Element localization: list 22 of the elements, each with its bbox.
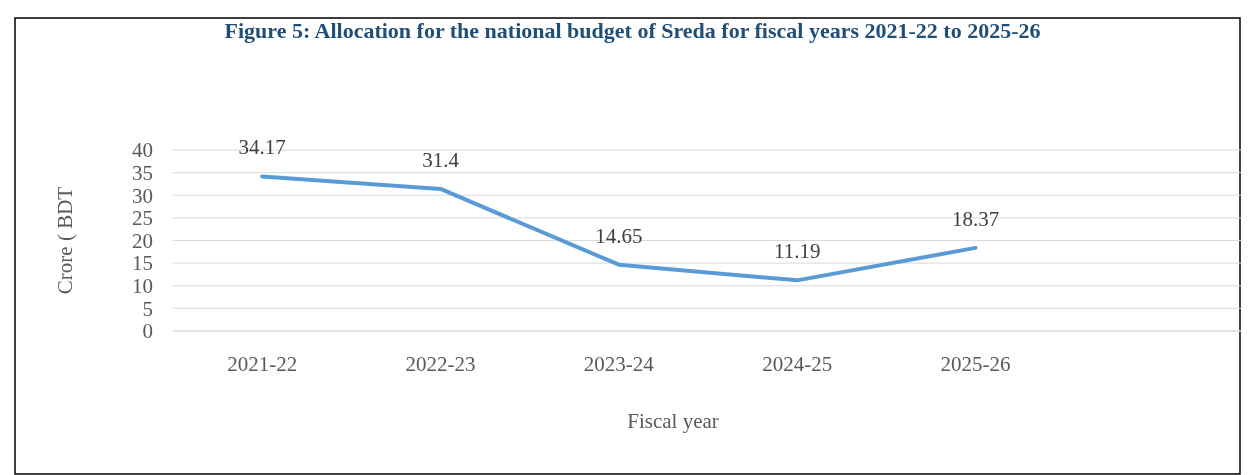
data-label: 11.19	[773, 239, 821, 264]
y-tick-label: 40	[132, 138, 153, 163]
x-axis-title: Fiscal year	[627, 409, 719, 433]
data-label: 18.37	[951, 206, 1000, 231]
x-tick-label: 2022-23	[405, 352, 476, 376]
y-tick-label: 30	[132, 183, 153, 208]
x-tick-label: 2023-24	[583, 352, 655, 376]
y-tick-label: 25	[132, 206, 153, 231]
data-label: 14.65	[595, 223, 643, 248]
y-tick-label: 10	[132, 274, 153, 299]
data-label: 34.17	[238, 135, 286, 160]
x-tick-label: 2025-26	[940, 352, 1011, 376]
y-tick-label: 20	[132, 228, 153, 253]
y-tick-label: 15	[132, 251, 153, 276]
y-tick-label: 0	[142, 319, 153, 344]
y-tick-label: 35	[132, 160, 153, 185]
y-axis-title: Crore ( BDT	[53, 186, 77, 295]
y-tick-label: 5	[142, 296, 153, 321]
x-tick-label: 2021-22	[227, 352, 298, 376]
chart-title: Figure 5: Allocation for the national budget of Sreda for fiscal years 2021-22 to 2025-26	[224, 18, 1041, 43]
x-tick-label: 2024-25	[762, 352, 833, 376]
data-label: 31.4	[422, 147, 460, 172]
